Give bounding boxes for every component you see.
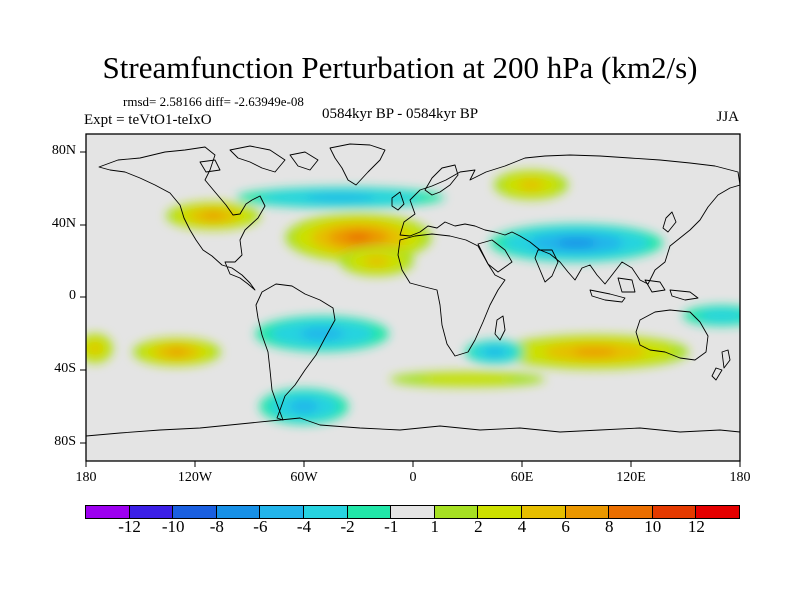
contour-tropical-pacific-low — [682, 305, 740, 327]
contour-dateline-south-high — [86, 333, 113, 364]
contour-fill — [484, 348, 505, 356]
colorbar-label: 12 — [687, 517, 705, 536]
colorbar-swatch — [695, 505, 740, 519]
contour-fill — [89, 343, 102, 354]
coastline-australia — [635, 309, 709, 361]
coastline-uk — [391, 191, 405, 211]
coastline-japan — [662, 211, 677, 233]
lon-tick-label: 60E — [510, 470, 534, 485]
map-background — [86, 134, 740, 461]
colorbar-label: 10 — [644, 517, 662, 536]
colorbar-label: -4 — [296, 517, 312, 536]
coastline-north-america — [98, 146, 266, 291]
period-label: 0584kyr BP - 0584kyr BP — [322, 106, 479, 122]
colorbar-label: -8 — [209, 517, 224, 536]
contour-fill — [345, 233, 372, 242]
coastline-south-america — [255, 283, 336, 421]
coastline-scandinavia — [424, 164, 459, 196]
colorbar-label: 6 — [561, 517, 570, 536]
contour-fill — [518, 179, 544, 190]
lon-tick-label: 180 — [729, 470, 751, 485]
coastlines — [86, 143, 740, 437]
lon-tick-label: 120E — [616, 470, 646, 485]
contour-fill — [202, 212, 225, 220]
experiment-label: Expt = teVtO1-teIxO — [84, 112, 212, 128]
contour-north-atlantic-low — [236, 187, 445, 208]
colorbar-label: 8 — [604, 517, 614, 536]
contour-fill — [364, 256, 390, 267]
contour-south-america-low — [255, 315, 390, 352]
colorbar-label: -2 — [340, 517, 355, 536]
lon-tick-label: 60W — [290, 470, 318, 485]
contour-europe-north-high — [493, 170, 569, 200]
stats-label: rmsd= 2.58166 diff= -2.63949e-08 — [123, 94, 304, 109]
coastline-indonesia — [589, 277, 699, 303]
contour-fill — [305, 194, 376, 202]
coastline-arctic-islands — [199, 145, 319, 173]
coastline-antarctica — [86, 417, 740, 437]
contour-fill — [420, 374, 515, 384]
contour-fill — [289, 400, 319, 413]
contour-tropical-atlantic-high — [339, 246, 414, 277]
lon-tick-label: 120W — [177, 470, 213, 485]
contour-fill — [698, 309, 740, 322]
colorbar-label: -6 — [253, 517, 268, 536]
coastline-africa — [397, 233, 506, 357]
lon-tick-label: 180 — [75, 470, 97, 485]
lat-tick-label: 0 — [69, 288, 76, 303]
contour-southern-band-high — [389, 371, 546, 388]
coastline-new-zealand — [711, 349, 731, 381]
contour-north-pacific-east-high — [165, 201, 261, 230]
coastline-india — [534, 249, 559, 283]
contour-fill — [556, 238, 597, 248]
plot-title: Streamfunction Perturbation at 200 hPa (… — [102, 50, 698, 85]
colorbar-label: 2 — [474, 517, 483, 536]
colorbar-label: -10 — [161, 517, 185, 536]
contour-south-africa-low — [465, 340, 525, 364]
map-field — [86, 134, 740, 461]
coastline-madagascar — [494, 315, 506, 341]
coastline-eurasia — [399, 154, 740, 285]
lat-tick-label: 80S — [54, 434, 76, 449]
contour-fill — [166, 348, 188, 356]
contour-south-pacific-east-high — [132, 337, 221, 367]
colorbar — [85, 505, 740, 519]
contour-south-atlantic-low — [259, 388, 349, 425]
axis-ticks — [80, 151, 741, 467]
colorbar-label: -1 — [384, 517, 399, 536]
colorbar-label: 1 — [430, 517, 440, 536]
contour-fill — [572, 348, 617, 356]
contour-indian-ocean-high — [500, 334, 690, 370]
colorbar-label: -12 — [118, 517, 141, 536]
contour-eurasia-low — [489, 224, 664, 262]
contour-north-atlantic-high — [285, 213, 432, 262]
coastline-arabia — [477, 239, 513, 273]
season-label: JJA — [716, 109, 739, 125]
lon-tick-label: 0 — [409, 470, 417, 485]
lat-tick-label: 40N — [51, 216, 76, 231]
colorbar-label: 4 — [517, 517, 527, 536]
lat-tick-label: 80N — [51, 143, 76, 158]
lat-tick-label: 40S — [54, 361, 76, 376]
contour-fill — [299, 327, 345, 340]
coastline-greenland — [329, 143, 386, 186]
